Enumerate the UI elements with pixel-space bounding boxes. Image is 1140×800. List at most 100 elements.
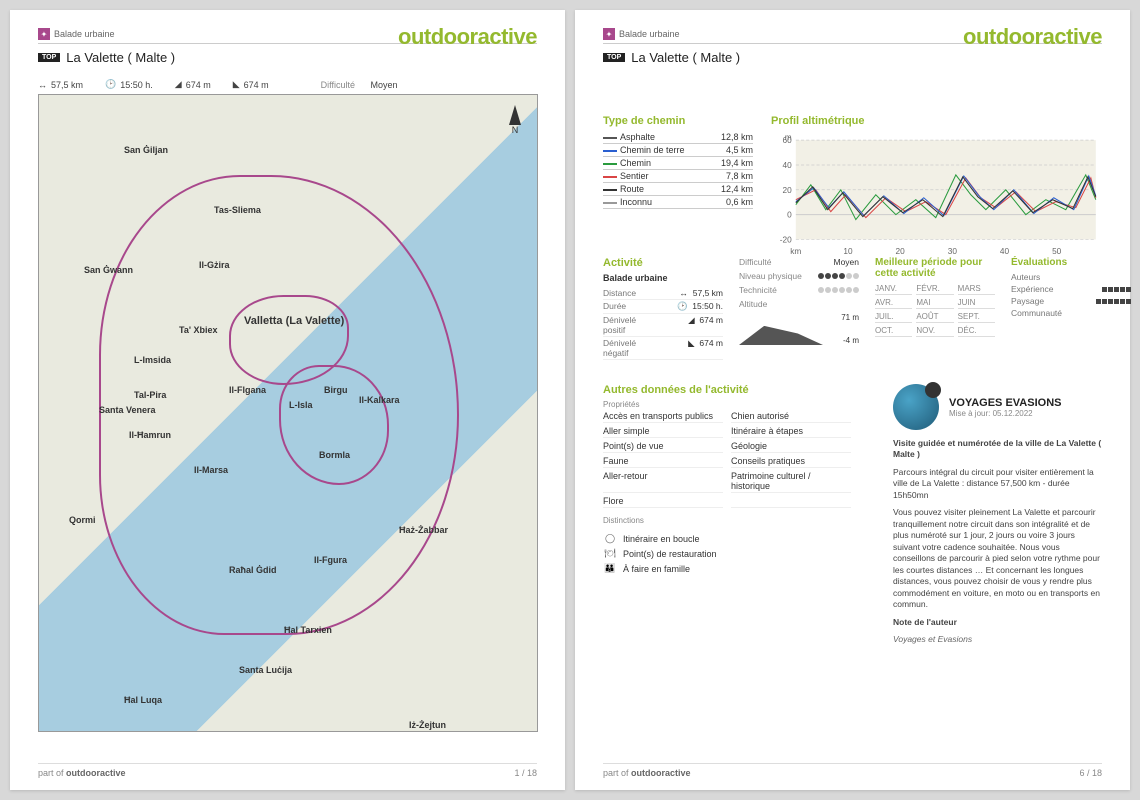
altitude-label: Altitude: [739, 299, 859, 309]
month-cell: AOÛT: [916, 311, 953, 323]
distinction-item: 🍽Point(s) de restauration: [603, 548, 863, 559]
surface-row: Route12,4 km: [603, 183, 753, 196]
map-place-label: San Ġwann: [84, 265, 133, 275]
diff-label: Difficulté: [739, 257, 771, 267]
svg-text:40: 40: [1000, 247, 1010, 256]
category-label: Balade urbaine: [619, 29, 680, 39]
distinction-item: 👪À faire en famille: [603, 563, 863, 574]
month-cell: JUIL.: [875, 311, 912, 323]
map-place-label: Tas-Sliema: [214, 205, 261, 215]
title-row: TOP La Valette ( Malte ): [38, 50, 537, 65]
rating-row: Paysage: [1011, 296, 1131, 306]
map-place-label: Santa Luċija: [239, 665, 292, 675]
updated-label: Mise à jour:: [949, 409, 990, 418]
walk-icon: ✦: [38, 28, 50, 40]
rating-row: Expérience: [1011, 284, 1131, 294]
svg-text:40: 40: [782, 161, 792, 170]
top-badge: TOP: [38, 53, 60, 62]
arrow-h-icon: ↔: [38, 80, 47, 90]
physical-dots: [817, 271, 859, 281]
technical-label: Technicité: [739, 285, 777, 295]
compass-icon: N: [503, 105, 527, 145]
map-place-label: Birgu: [324, 385, 348, 395]
alt-min: -4 m: [843, 336, 859, 345]
stats-row: ↔57,5 km 🕑15:50 h. ◢674 m ◣674 m Difficu…: [38, 79, 537, 90]
compass-north-label: N: [512, 125, 519, 135]
surface-row: Asphalte12,8 km: [603, 131, 753, 144]
elevation-chart: Profil altimétrique -200204060m102030405…: [771, 115, 1102, 245]
map-place-label: Il-Flgana: [229, 385, 266, 395]
activity-row: Durée🕑 15:50 h.: [603, 300, 723, 314]
page-2: outdooractive ✦ Balade urbaine TOP La Va…: [575, 10, 1130, 790]
svg-text:20: 20: [782, 186, 792, 195]
category-label: Balade urbaine: [54, 29, 115, 39]
map-place-label: Il-Fgura: [314, 555, 347, 565]
property-item: Point(s) de vue: [603, 441, 723, 453]
activity-row: Dénivelé positif◢ 674 m: [603, 314, 723, 337]
property-item: Chien autorisé: [731, 411, 851, 423]
route-map: N San ĠiljanTas-SliemaSan ĠwannIl-GżiraT…: [38, 94, 538, 732]
alt-max: 71 m: [841, 313, 859, 322]
property-item: Aller-retour: [603, 471, 723, 493]
other-data-block: Autres données de l'activité Propriétés …: [603, 384, 863, 652]
map-place-label: Raħal Ġdid: [229, 565, 277, 575]
props-label: Propriétés: [603, 400, 863, 409]
svg-text:0: 0: [787, 211, 792, 220]
note-author: Voyages et Evasions: [893, 634, 1102, 645]
brand-logo: outdooractive: [398, 24, 537, 50]
descent-icon: ◣: [233, 79, 240, 90]
property-item: Faune: [603, 456, 723, 468]
footer-prefix: part of: [603, 768, 631, 778]
globe-icon: [893, 384, 939, 430]
map-place-label: Ħal Luqa: [124, 695, 162, 705]
activity-block: Activité Balade urbaine Distance↔ 57,5 k…: [603, 257, 723, 360]
footer-brand: outdooractive: [66, 768, 126, 778]
ratings-block: Évaluations AuteursExpériencePaysageComm…: [1011, 257, 1131, 360]
month-cell: JANV.: [875, 283, 912, 295]
map-place-label: L-Isla: [289, 400, 313, 410]
map-place-label: Il-Gżira: [199, 260, 230, 270]
surface-row: Inconnu0,6 km: [603, 196, 753, 209]
stat-difficulty-value: Moyen: [371, 80, 398, 90]
activity-type: Balade urbaine: [603, 273, 723, 283]
technical-dots: [817, 285, 859, 295]
physical-label: Niveau physique: [739, 271, 802, 281]
map-place-label: Tal-Pira: [134, 390, 166, 400]
note-title: Note de l'auteur: [893, 617, 1102, 628]
distinctions-label: Distinctions: [603, 516, 863, 525]
property-item: [731, 496, 851, 508]
provider-name: VOYAGES EVASIONS: [949, 397, 1061, 409]
stat-difficulty-label: Difficulté: [321, 80, 355, 90]
distinction-item: ◯Itinéraire en boucle: [603, 533, 863, 544]
svg-text:-20: -20: [780, 236, 792, 245]
map-place-label: Ħal Tarxien: [284, 625, 332, 635]
rating-row: Auteurs: [1011, 272, 1131, 282]
svg-text:30: 30: [948, 247, 958, 256]
updated-date: 05.12.2022: [993, 409, 1033, 418]
map-place-label: Bormla: [319, 450, 350, 460]
map-place-label: Santa Venera: [99, 405, 156, 415]
svg-text:50: 50: [1052, 247, 1062, 256]
surface-title: Type de chemin: [603, 115, 753, 127]
svg-text:m: m: [785, 133, 792, 142]
month-cell: MARS: [958, 283, 995, 295]
elevation-title: Profil altimétrique: [771, 115, 1102, 127]
map-place-label: L-Imsida: [134, 355, 171, 365]
surface-row: Chemin de terre4,5 km: [603, 144, 753, 157]
desc-p1: Parcours intégral du circuit pour visite…: [893, 467, 1102, 501]
altitude-sketch: 71 m -4 m: [739, 313, 859, 345]
map-place-label: Il-Kalkara: [359, 395, 400, 405]
svg-text:km: km: [790, 247, 801, 256]
desc-heading: Visite guidée et numérotée de la ville d…: [893, 438, 1102, 461]
map-place-label: Qormi: [69, 515, 96, 525]
property-item: Patrimoine culturel / historique: [731, 471, 851, 493]
surface-table: Type de chemin Asphalte12,8 kmChemin de …: [603, 115, 753, 245]
month-cell: NOV.: [916, 325, 953, 337]
property-item: Conseils pratiques: [731, 456, 851, 468]
brand-logo: outdooractive: [963, 24, 1102, 50]
page-1: outdooractive ✦ Balade urbaine TOP La Va…: [10, 10, 565, 790]
property-item: Itinéraire à étapes: [731, 426, 851, 438]
property-item: Accès en transports publics: [603, 411, 723, 423]
month-cell: OCT.: [875, 325, 912, 337]
property-item: Géologie: [731, 441, 851, 453]
